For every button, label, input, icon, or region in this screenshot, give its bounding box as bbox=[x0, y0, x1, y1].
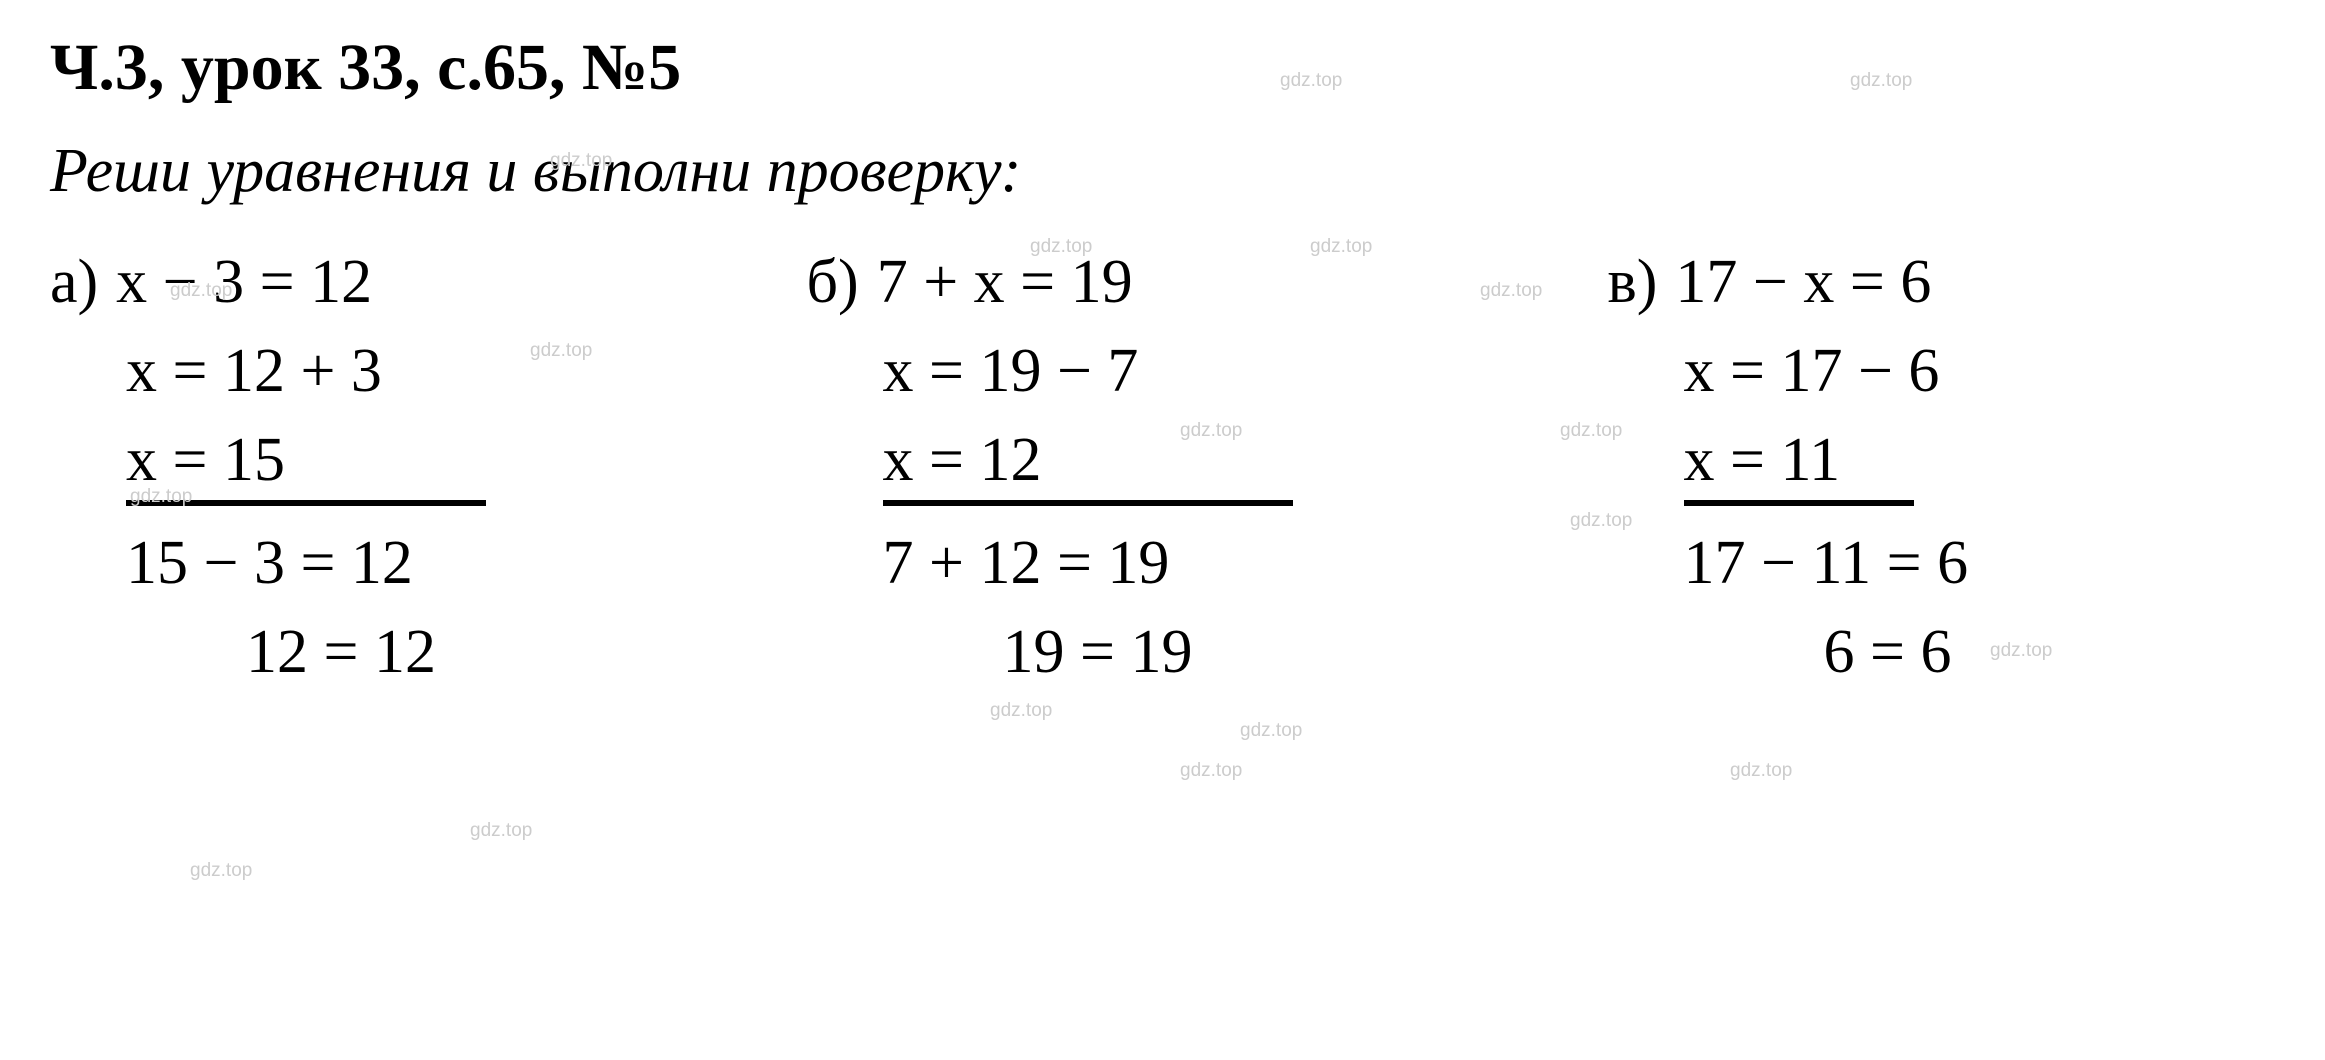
problem-b-check-eq2: 19 = 19 bbox=[1003, 617, 1193, 688]
problem-c-label: в) bbox=[1608, 247, 1658, 318]
watermark: gdz.top bbox=[1180, 760, 1242, 782]
problem-c-check1: 17 − 11 = 6 bbox=[1684, 528, 1969, 599]
watermark: gdz.top bbox=[1730, 760, 1792, 782]
problem-a-check-eq1: 15 − 3 = 12 bbox=[126, 528, 413, 599]
problem-b-eq1: 7 + x = 19 bbox=[877, 247, 1133, 318]
problem-c-eq3: x = 11 bbox=[1684, 425, 1914, 506]
problem-b-check-eq1: 7 + 12 = 19 bbox=[883, 528, 1170, 599]
problem-c-eq1: 17 − x = 6 bbox=[1675, 247, 1931, 318]
problem-b-eq2: x = 19 − 7 bbox=[883, 336, 1139, 407]
problem-c-check-eq2: 6 = 6 bbox=[1824, 617, 1952, 688]
problem-a-check2: 12 = 12 bbox=[246, 617, 436, 688]
problem-a-check-eq2: 12 = 12 bbox=[246, 617, 436, 688]
problem-a-label: а) bbox=[50, 247, 98, 318]
watermark: gdz.top bbox=[470, 820, 532, 842]
problem-a-line2: x = 12 + 3 bbox=[126, 336, 382, 407]
problem-a-eq2: x = 12 + 3 bbox=[126, 336, 382, 407]
problem-c-line1: в) 17 − x = 6 bbox=[1608, 247, 1932, 318]
problem-c-eq2: x = 17 − 6 bbox=[1684, 336, 1940, 407]
watermark: gdz.top bbox=[1240, 720, 1302, 742]
problems-container: а) x − 3 = 12 x = 12 + 3 x = 15 15 − 3 =… bbox=[50, 247, 2275, 706]
problem-a-line1: а) x − 3 = 12 bbox=[50, 247, 372, 318]
instruction-text: Реши уравнения и выполни проверку: bbox=[50, 136, 2275, 207]
problem-b-check1: 7 + 12 = 19 bbox=[883, 528, 1170, 599]
problem-c-check2: 6 = 6 bbox=[1824, 617, 1952, 688]
problem-c-check-eq1: 17 − 11 = 6 bbox=[1684, 528, 1969, 599]
problem-a-check1: 15 − 3 = 12 bbox=[126, 528, 413, 599]
problem-b-eq3: x = 12 bbox=[883, 425, 1293, 506]
problem-b-label: б) bbox=[807, 247, 859, 318]
problem-b: б) 7 + x = 19 x = 19 − 7 x = 12 7 + 12 =… bbox=[807, 247, 1564, 706]
page-header: Ч.3, урок 33, с.65, №5 bbox=[50, 30, 2275, 106]
problem-a: а) x − 3 = 12 x = 12 + 3 x = 15 15 − 3 =… bbox=[50, 247, 762, 706]
problem-b-check2: 19 = 19 bbox=[1003, 617, 1193, 688]
problem-b-line3: x = 12 bbox=[883, 425, 1293, 506]
problem-a-line3: x = 15 bbox=[126, 425, 486, 506]
problem-c: в) 17 − x = 6 x = 17 − 6 x = 11 17 − 11 … bbox=[1608, 247, 2276, 706]
problem-b-line1: б) 7 + x = 19 bbox=[807, 247, 1133, 318]
watermark: gdz.top bbox=[190, 860, 252, 882]
problem-a-eq1: x − 3 = 12 bbox=[116, 247, 372, 318]
problem-c-line2: x = 17 − 6 bbox=[1684, 336, 1940, 407]
problem-b-line2: x = 19 − 7 bbox=[883, 336, 1139, 407]
problem-a-eq3: x = 15 bbox=[126, 425, 486, 506]
problem-c-line3: x = 11 bbox=[1684, 425, 1914, 506]
